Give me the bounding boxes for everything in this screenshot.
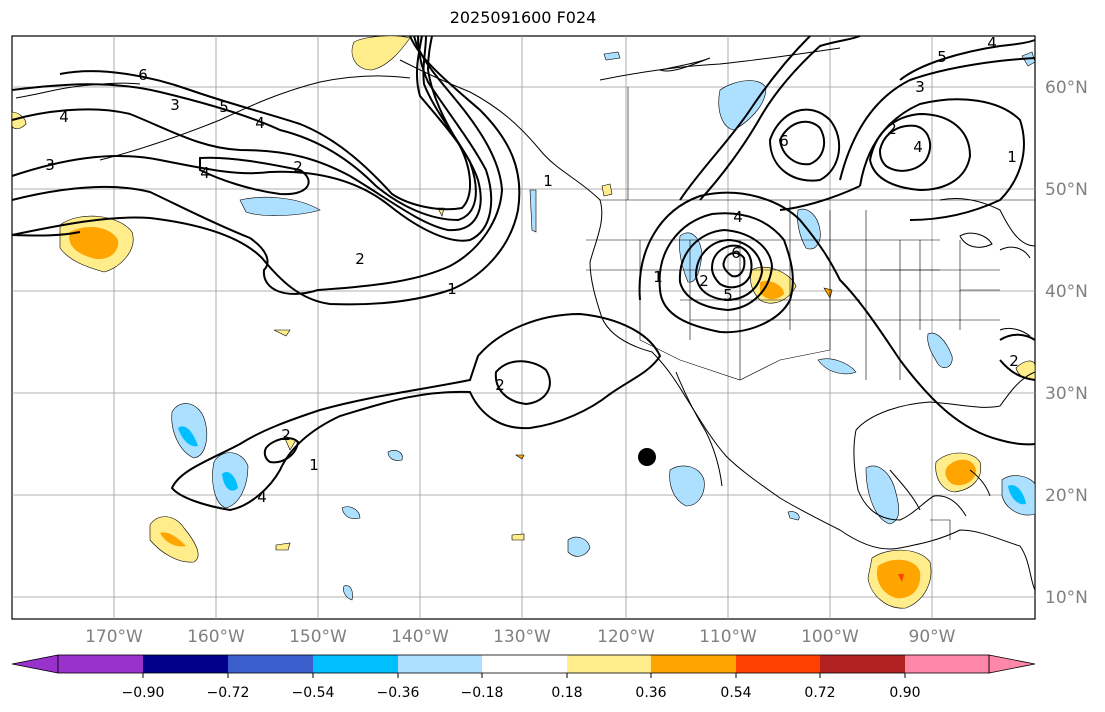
colorbar-extend-low <box>11 654 59 674</box>
colorbar-extend-high <box>988 654 1036 674</box>
contour-label: 5 <box>723 286 733 304</box>
contour-6-low <box>722 252 746 278</box>
contour-label: 1 <box>1007 148 1017 166</box>
contour-2-high <box>494 360 551 406</box>
contour-label: 2 <box>699 272 709 290</box>
colorbar-tick-label: −0.54 <box>292 685 335 701</box>
colorbar-bin <box>905 655 989 673</box>
contour-label: 6 <box>731 244 741 262</box>
colorbar-tick-label: 0.90 <box>889 685 920 701</box>
contour-label: 1 <box>309 456 319 474</box>
coastlines <box>15 47 1036 591</box>
lon-label: 90°W <box>909 627 956 647</box>
contour-label: 5 <box>219 98 229 116</box>
contour-label: 4 <box>257 488 267 506</box>
contour-label: 2 <box>887 120 897 138</box>
shading-positive <box>11 35 1036 609</box>
lon-label: 120°W <box>597 627 655 647</box>
contour-label: 2 <box>1009 352 1019 370</box>
colorbar-tick-label: −0.36 <box>377 685 420 701</box>
contour-label: 2 <box>355 250 365 268</box>
contour-label: 5 <box>937 48 947 66</box>
lon-label: 140°W <box>391 627 449 647</box>
contour-label: 2 <box>281 426 291 444</box>
lat-label: 20°N <box>1045 486 1088 506</box>
contour-label: 4 <box>733 208 743 226</box>
colorbar-bin <box>398 655 482 673</box>
contour-label: 4 <box>200 164 210 182</box>
colorbar-tick-label: 0.72 <box>804 685 835 701</box>
map-panel: 6 3 5 4 4 3 4 2 2 1 2 1 2 1 5 2 6 4 4 3 … <box>11 34 1036 620</box>
lon-label: 170°W <box>85 627 143 647</box>
colorbar-tick-label: −0.90 <box>122 685 165 701</box>
contour-label: 4 <box>913 138 923 156</box>
contour-label: 4 <box>987 34 997 52</box>
contour-label: 3 <box>170 96 180 114</box>
contour-label: 3 <box>915 78 925 96</box>
colorbar-bin <box>736 655 820 673</box>
contour-label: 2 <box>495 376 505 394</box>
contour-1-trough <box>638 191 1036 446</box>
shade-neg-mexico <box>865 465 900 525</box>
colorbar-tick-label: −0.18 <box>461 685 504 701</box>
lat-label: 10°N <box>1045 588 1088 608</box>
political-borders <box>586 87 1035 540</box>
colorbar-tick-label: −0.72 <box>207 685 250 701</box>
shade-neg-pac-nw <box>718 80 767 131</box>
colorbar-ticks <box>142 673 906 678</box>
contour-label: 6 <box>779 132 789 150</box>
lat-label: 40°N <box>1045 282 1088 302</box>
colorbar-tick-label: 0.54 <box>720 685 751 701</box>
lat-label: 60°N <box>1045 78 1088 98</box>
latitude-labels: 60°N 50°N 40°N 30°N 20°N 10°N <box>1045 78 1088 608</box>
colorbar-bin <box>567 655 651 673</box>
colorbar-tick-label: 0.18 <box>551 685 582 701</box>
lon-label: 110°W <box>699 627 757 647</box>
contour-value-labels: 6 3 5 4 4 3 4 2 2 1 2 1 2 1 5 2 6 4 4 3 … <box>45 34 1019 506</box>
colorbar-tick-label: 0.36 <box>635 685 666 701</box>
contour-label: 4 <box>255 114 265 132</box>
lat-label: 50°N <box>1045 180 1088 200</box>
colorbar-bin <box>228 655 313 673</box>
colorbar-bin <box>820 655 905 673</box>
lon-label: 130°W <box>493 627 551 647</box>
shade-pos-gulf-alaska <box>351 35 411 71</box>
contour-label: 1 <box>543 172 553 190</box>
lon-label: 160°W <box>187 627 245 647</box>
colorbar-bin <box>482 655 567 673</box>
colorbar-bin <box>143 655 228 673</box>
contour-label: 3 <box>45 156 55 174</box>
lon-label: 150°W <box>289 627 347 647</box>
colorbar-bin <box>58 655 143 673</box>
contour-label: 1 <box>447 280 457 298</box>
lon-label: 100°W <box>801 627 859 647</box>
shade-neg-north-pacific <box>239 197 321 216</box>
contour-label: 6 <box>138 66 148 84</box>
contour-label: 2 <box>293 158 303 176</box>
contour-label: 4 <box>59 108 69 126</box>
longitude-labels: 170°W 160°W 150°W 140°W 130°W 120°W 110°… <box>85 627 956 647</box>
contour-label: 1 <box>653 268 663 286</box>
location-marker <box>638 448 656 466</box>
contour-1-north <box>11 35 521 306</box>
colorbar-bin <box>313 655 398 673</box>
contour-1-subtropical <box>170 312 662 512</box>
map-title: 2025091600 F024 <box>449 8 597 27</box>
colorbar: −0.90 −0.72 −0.54 −0.36 −0.18 0.18 0.36 … <box>11 654 1036 701</box>
lat-label: 30°N <box>1045 384 1088 404</box>
colorbar-bin <box>651 655 736 673</box>
colorbar-tick-labels: −0.90 −0.72 −0.54 −0.36 −0.18 0.18 0.36 … <box>122 685 921 701</box>
contour-lines <box>11 35 1036 512</box>
